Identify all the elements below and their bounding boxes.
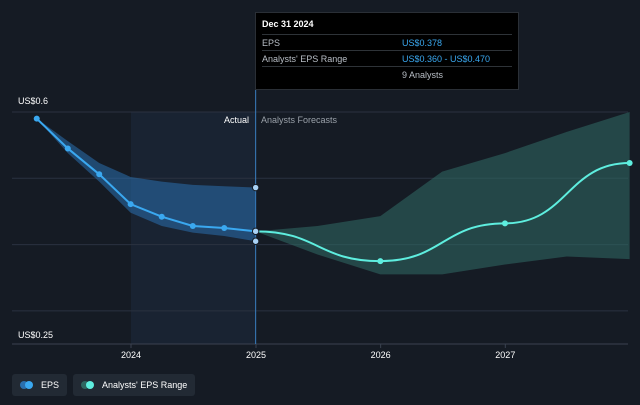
range-low-marker xyxy=(251,237,260,245)
x-tick-label: 2025 xyxy=(246,350,266,360)
eps-point xyxy=(127,201,134,208)
x-ticks: 2024 2025 2026 2027 xyxy=(121,344,515,360)
eps-marker xyxy=(251,227,260,236)
axis-labels: US$0.6 US$0.25 Actual Analysts Forecasts xyxy=(18,96,338,340)
range-legend-icon xyxy=(81,381,97,389)
forecast-point xyxy=(626,160,633,167)
eps-point xyxy=(221,225,228,231)
region-label-actual: Actual xyxy=(224,115,249,125)
eps-lines xyxy=(36,117,630,263)
x-tick-label: 2027 xyxy=(495,350,515,360)
tooltip-value: 9 Analysts xyxy=(402,69,444,80)
eps-legend-icon xyxy=(20,381,36,389)
legend-item-range[interactable]: Analysts' EPS Range xyxy=(73,374,196,396)
tooltip-row-analysts: 9 Analysts xyxy=(262,66,512,82)
eps-point xyxy=(64,145,71,152)
eps-line xyxy=(36,117,256,233)
eps-point xyxy=(33,115,40,122)
legend-label: EPS xyxy=(41,380,60,390)
region-label-forecast: Analysts Forecasts xyxy=(261,115,338,125)
range-high-marker xyxy=(251,183,260,192)
eps-range-band-actual xyxy=(36,118,256,242)
x-tick-label: 2024 xyxy=(121,350,141,360)
eps-point xyxy=(96,171,103,178)
x-tick-label: 2026 xyxy=(371,350,391,360)
legend-item-eps[interactable]: EPS xyxy=(12,374,68,396)
tooltip-value: US$0.378 xyxy=(402,37,443,48)
tooltip-title: Dec 31 2024 xyxy=(262,19,314,29)
eps-points xyxy=(33,115,633,265)
tooltip-row-eps: EPS US$0.378 xyxy=(262,34,512,50)
tooltip-key: Analysts' EPS Range xyxy=(262,53,348,64)
tooltip-value: US$0.360 - US$0.470 xyxy=(402,53,491,64)
tooltip-row-range: Analysts' EPS Range US$0.360 - US$0.470 xyxy=(262,50,512,66)
legend-label: Analysts' EPS Range xyxy=(102,380,188,390)
y-label-bottom: US$0.25 xyxy=(18,330,53,340)
tooltip: Dec 31 2024 EPS US$0.378 Analysts' EPS R… xyxy=(255,12,519,90)
tooltip-key: EPS xyxy=(262,37,281,48)
legend: EPS Analysts' EPS Range xyxy=(12,374,196,396)
forecast-point xyxy=(501,220,508,227)
y-label-top: US$0.6 xyxy=(18,96,48,106)
forecast-point xyxy=(377,258,384,265)
range-bands xyxy=(36,112,630,275)
eps-range-band-forecast xyxy=(255,112,630,275)
eps-point xyxy=(189,223,196,230)
eps-forecast-line xyxy=(255,162,630,263)
eps-point xyxy=(158,213,165,220)
